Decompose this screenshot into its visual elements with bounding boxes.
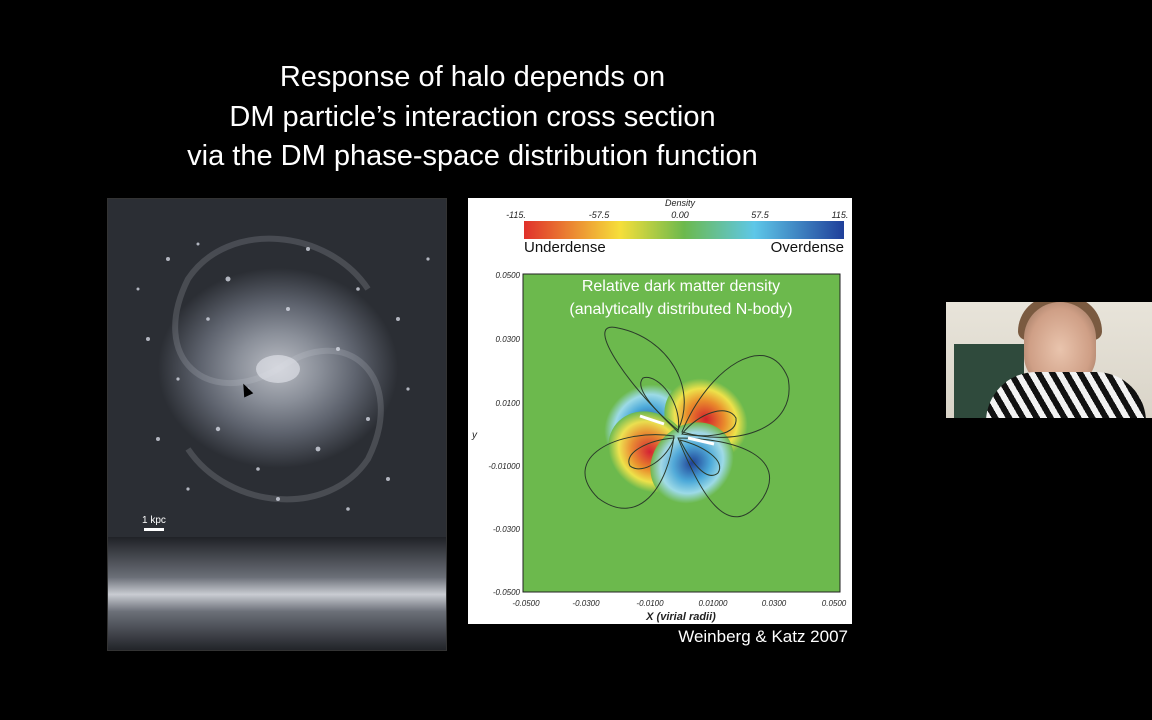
y-tick-label: -0.0500 (493, 588, 521, 597)
density-plot-figure: Density -115. -57.5 0.00 57.5 115. Under… (468, 198, 852, 624)
colorbar-title: Density (665, 198, 696, 208)
scale-label: 1 kpc (142, 515, 166, 526)
galaxy-stars-icon (136, 235, 430, 511)
citation: Weinberg & Katz 2007 (678, 627, 848, 646)
density-plot-svg: Density -115. -57.5 0.00 57.5 115. Under… (471, 198, 849, 623)
colorbar-tick: -115. (506, 210, 526, 220)
x-tick-label: 0.0300 (762, 599, 787, 608)
y-tick-label: -0.0300 (493, 525, 521, 534)
x-tick-label: 0.01000 (699, 599, 728, 608)
y-tick-label: 0.0100 (496, 399, 521, 408)
overlay-title: Relative dark matter density (582, 278, 780, 295)
galaxy-simulation-image: 1 kpc (107, 198, 447, 651)
title-line-1: Response of halo depends on (279, 61, 666, 93)
x-tick-label: -0.0100 (636, 599, 664, 608)
presenter-video-icon (946, 302, 1152, 418)
x-tick-label: 0.0500 (822, 599, 847, 608)
underdense-label: Underdense (524, 239, 606, 256)
overlay-subtitle: (analytically distributed N-body) (569, 301, 792, 318)
x-axis-label: X (virial radii) (645, 611, 716, 623)
galaxy-face-on-view: 1 kpc (108, 199, 446, 537)
y-axis-label: y (471, 430, 478, 441)
colorbar-tick: 0.00 (671, 210, 689, 220)
colorbar-tick: 57.5 (751, 210, 770, 220)
y-tick-label: 0.0500 (496, 271, 521, 280)
title-line-3: via the DM phase-space distribution func… (187, 140, 758, 172)
bar-marker (639, 414, 665, 426)
galaxy-edge-on-view (108, 537, 446, 650)
bar-marker (687, 436, 715, 446)
slide-title: Response of halo depends on DM particle’… (100, 58, 845, 177)
colorbar-tick: 115. (832, 210, 849, 220)
scale-bar (144, 528, 164, 531)
title-line-2: DM particle’s interaction cross section (229, 100, 716, 133)
overdense-label: Overdense (771, 239, 844, 256)
y-tick-label: 0.0300 (496, 335, 521, 344)
x-tick-label: -0.0500 (512, 599, 540, 608)
presenter-sweater (986, 372, 1146, 418)
colorbar (524, 221, 844, 239)
y-tick-label: -0.01000 (488, 462, 520, 471)
x-tick-label: -0.0300 (572, 599, 600, 608)
colorbar-tick: -57.5 (589, 210, 611, 220)
